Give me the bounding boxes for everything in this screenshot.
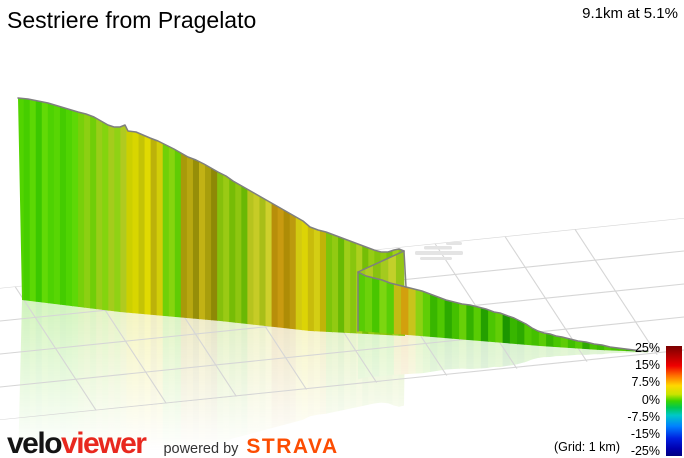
page-title: Sestriere from Pragelato (7, 7, 257, 33)
logo-viewer-text: viewer (61, 427, 147, 458)
profile-outline (357, 271, 649, 352)
strava-logo-text: STRAVA (246, 435, 339, 458)
profile-outline (403, 250, 407, 288)
route-summary: 9.1km at 5.1% (582, 5, 678, 22)
gradient-tick-label: 7.5% (631, 375, 661, 390)
powered-by-text: powered by (163, 441, 239, 457)
gradient-color-scale (666, 346, 682, 456)
gradient-tick-label: -25% (630, 444, 660, 458)
profile-outline (357, 250, 405, 273)
gradient-tick-label: -7.5% (627, 409, 660, 424)
profile-outline (17, 97, 405, 253)
gradient-tick-label: -15% (630, 427, 660, 441)
faded-marker (415, 242, 463, 260)
logo-velo-text: velo (7, 427, 63, 458)
grid-scale-note: (Grid: 1 km) (554, 440, 620, 454)
gradient-tick-label: 0% (641, 392, 660, 407)
veloviewer-logo: velo viewer powered by STRAVA (7, 427, 339, 458)
gradient-tick-label: 15% (634, 358, 660, 373)
ribbon-reflection (18, 300, 648, 458)
gradient-tick-label: 25% (634, 341, 660, 355)
